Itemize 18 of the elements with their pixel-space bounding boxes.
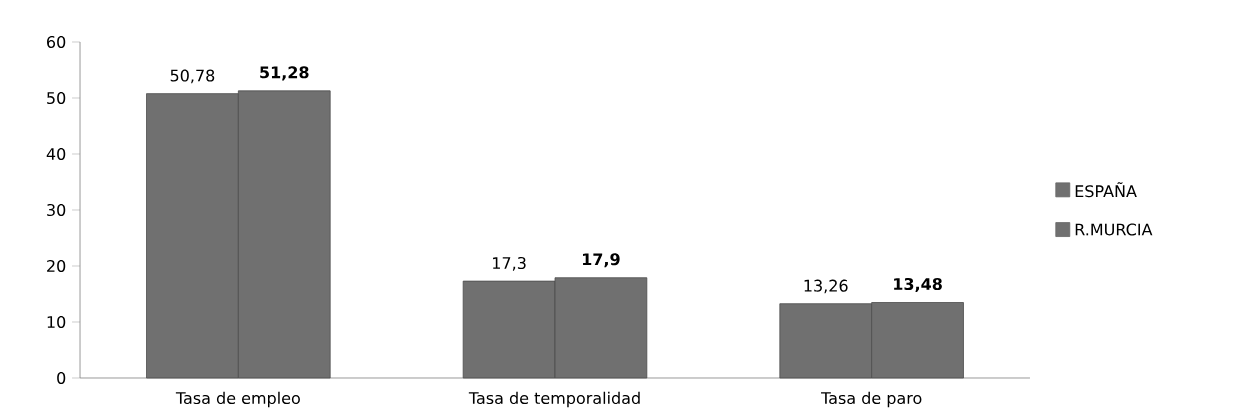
y-tick-label: 40 (46, 147, 66, 161)
y-tick-label: 10 (47, 315, 66, 329)
y-tick-label: 60 (47, 35, 66, 49)
legend-label: R.MURCIA (1075, 223, 1153, 236)
x-tick-label: Tasa de temporalidad (468, 391, 640, 408)
y-tick-label: 0 (57, 371, 66, 385)
data-label: 50,78 (170, 69, 215, 84)
data-label: 17,3 (493, 256, 526, 271)
x-tick-label: Tasa de empleo (175, 391, 300, 408)
data-label: 51,28 (260, 66, 309, 81)
y-tick-label: 30 (47, 203, 66, 217)
legend-label: ESPAÑA (1075, 182, 1137, 198)
data-label: 13,48 (894, 277, 942, 293)
y-tick-label: 20 (47, 259, 66, 273)
y-tick-label: 50 (47, 91, 66, 105)
data-label: 13,26 (804, 279, 848, 294)
data-label: 17,9 (583, 253, 620, 268)
x-tick-label: Tasa de paro (821, 391, 922, 408)
